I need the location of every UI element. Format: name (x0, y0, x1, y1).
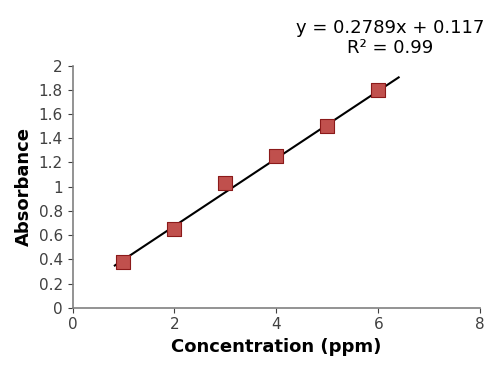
X-axis label: Concentration (ppm): Concentration (ppm) (171, 338, 382, 356)
Point (374, 87, 382, 93)
Point (222, 180, 230, 186)
Point (170, 226, 178, 232)
Point (120, 259, 128, 265)
Text: y = 0.2789x + 0.117
R² = 0.99: y = 0.2789x + 0.117 R² = 0.99 (296, 19, 484, 58)
Y-axis label: Absorbance: Absorbance (15, 127, 33, 246)
Point (324, 123, 332, 129)
Point (272, 153, 280, 159)
